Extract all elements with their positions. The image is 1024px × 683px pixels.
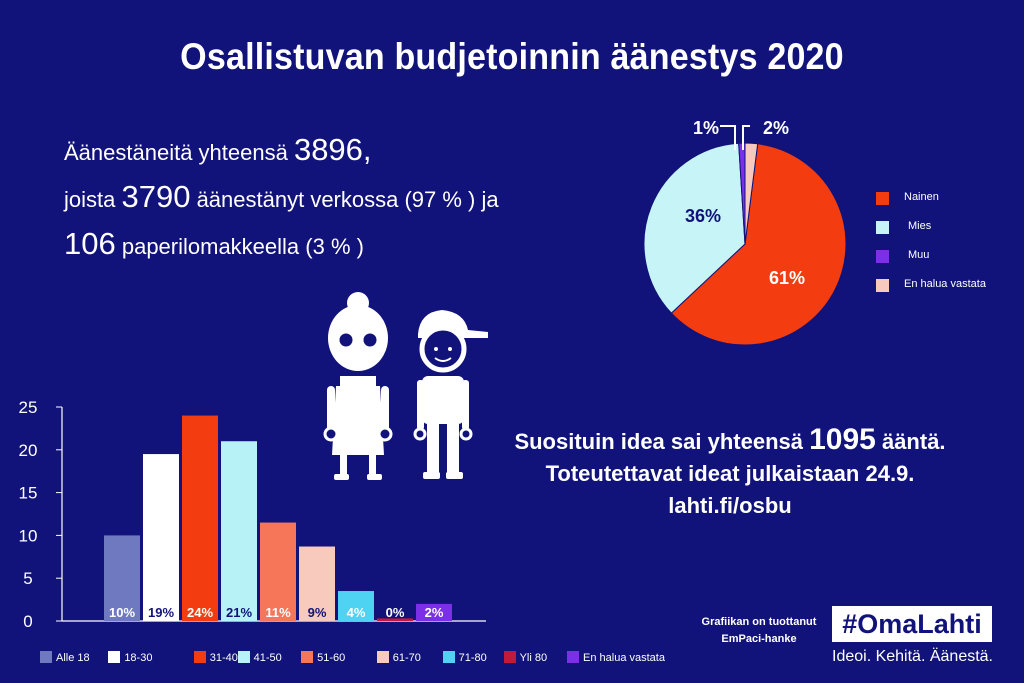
- bar-18-30: [143, 454, 179, 621]
- stats-online-suffix: äänestänyt verkossa (97 % ) ja: [190, 187, 499, 212]
- bar-label-en-halua-vastata: 2%: [425, 605, 444, 620]
- pie-slice-en-halua-vastata: [744, 142, 759, 245]
- bar-label-yli-80: 0%: [386, 605, 405, 620]
- pie-legend-label: En halua vastata: [904, 278, 986, 290]
- bar-legend-label: 71-80: [458, 652, 487, 664]
- stats-paper-value: 106: [64, 226, 116, 261]
- pie-legend-swatch: [876, 192, 889, 205]
- stats-online-value: 3790: [121, 179, 191, 214]
- pie-label-mies: 36%: [685, 206, 721, 226]
- bar-legend-swatch: [301, 651, 314, 663]
- bar-label-41-50: 21%: [226, 605, 252, 620]
- bar-41-50: [221, 441, 257, 621]
- bar-legend-label: Yli 80: [519, 652, 548, 664]
- bar-legend-label: En halua vastata: [583, 652, 665, 664]
- info-votes-value: 1095: [809, 423, 876, 456]
- vote-stats: Äänestäneitä yhteensä 3896, joista 3790 …: [64, 128, 499, 269]
- bar-alle-18: [104, 535, 140, 621]
- bar-label-18-30: 19%: [148, 605, 174, 620]
- y-tick-label: 15: [19, 484, 38, 503]
- credit-text: Grafiikan on tuottanut EmPaci-hanke: [692, 614, 826, 648]
- info-votes-suffix: ääntä.: [875, 429, 946, 454]
- leader-line-muu: [720, 125, 736, 150]
- age-bar-chart: 0 5 10 15 20 25 10% 19% 24% 21% 11% 9% 4% 0% 2%: [19, 398, 486, 631]
- pie-legend-label: Muu: [908, 249, 930, 261]
- boy-with-cap-icon: [413, 310, 488, 479]
- info-line-1: Suosituin idea sai yhteensä 1095 ääntä.: [510, 424, 950, 458]
- pie-leader-lines: [720, 125, 750, 150]
- bar-legend-swatch: [108, 651, 121, 663]
- bar-legend-label: 31-40: [209, 652, 238, 664]
- stats-line-1: Äänestäneitä yhteensä 3896,: [64, 128, 499, 175]
- gender-pie-chart: 61% 36% 1% 2%: [643, 118, 847, 346]
- bar-legend-label: Alle 18: [56, 652, 90, 664]
- bar-51-60: [260, 522, 296, 621]
- y-tick-label: 0: [23, 612, 32, 631]
- y-tick-label: 20: [19, 441, 38, 460]
- bar-61-70: [299, 546, 335, 621]
- pie-label-en-halua-vastata: 2%: [763, 118, 789, 138]
- page-title: Osallistuvan budjetoinnin äänestys 2020: [180, 36, 844, 77]
- bar-71-80: [338, 591, 374, 621]
- bar-legend-swatch: [40, 651, 52, 663]
- bar-legend-swatch: [567, 651, 580, 663]
- pie-legend-label: Nainen: [904, 191, 939, 203]
- bar-legend-swatch: [503, 651, 516, 663]
- pie-legend-swatch: [876, 279, 889, 292]
- pie-label-muu: 1%: [693, 118, 719, 138]
- stats-paper-suffix: paperilomakkeella (3 % ): [115, 234, 364, 259]
- credit-line-2: EmPaci-hanke: [721, 633, 797, 645]
- stats-total-value: 3896,: [293, 132, 372, 167]
- info-line-2: Toteutettavat ideat julkaistaan 24.9.: [545, 461, 915, 486]
- bar-label-71-80: 4%: [347, 605, 366, 620]
- stats-online-prefix: joista: [64, 187, 122, 212]
- stats-total-label: Äänestäneitä yhteensä: [64, 140, 294, 165]
- bar-legend-label: 18-30: [124, 652, 153, 664]
- bar-legend-swatch: [376, 651, 389, 663]
- leader-line-en-halua: [742, 125, 750, 150]
- bar-label-61-70: 9%: [308, 605, 327, 620]
- pie-legend-swatch: [876, 221, 889, 234]
- pie-slice-nainen: [670, 143, 847, 346]
- grandmother-icon: [323, 292, 393, 480]
- info-votes-prefix: Suosituin idea sai yhteensä: [514, 429, 810, 454]
- brand-tagline: Ideoi. Kehitä. Äänestä.: [832, 648, 993, 665]
- bar-label-51-60: 11%: [265, 605, 291, 620]
- pie-label-nainen: 61%: [769, 268, 805, 288]
- bar-31-40: [182, 415, 218, 621]
- pie-legend-label: Mies: [908, 220, 932, 232]
- pie-legend-swatch: [876, 250, 889, 263]
- bar-legend-swatch: [237, 651, 250, 663]
- bar-label-31-40: 24%: [187, 605, 213, 620]
- bar-label-bg: [416, 604, 452, 621]
- bar-legend-label: 41-50: [253, 652, 282, 664]
- bar-yli-80: [377, 618, 413, 621]
- bar-label-alle-18: 10%: [109, 605, 135, 620]
- stats-line-2: joista 3790 äänestänyt verkossa (97 % ) …: [64, 175, 499, 222]
- bar-legend-label: 51-60: [317, 652, 346, 664]
- bar-legend-label: 61-70: [392, 652, 421, 664]
- pie-slice-mies: [643, 142, 746, 314]
- y-tick-label: 5: [23, 569, 32, 588]
- info-link[interactable]: lahti.fi/osbu: [668, 493, 792, 518]
- y-tick-label: 25: [19, 398, 38, 417]
- bar-legend-swatch: [442, 651, 455, 663]
- y-tick-label: 10: [19, 526, 38, 545]
- brand-logo: #OmaLahti: [832, 606, 992, 642]
- bar-legend-swatch: [193, 651, 206, 663]
- stats-line-3: 106 paperilomakkeella (3 % ): [64, 222, 499, 269]
- info-block: Suosituin idea sai yhteensä 1095 ääntä. …: [510, 424, 950, 522]
- credit-line-1: Grafiikan on tuottanut: [701, 616, 817, 628]
